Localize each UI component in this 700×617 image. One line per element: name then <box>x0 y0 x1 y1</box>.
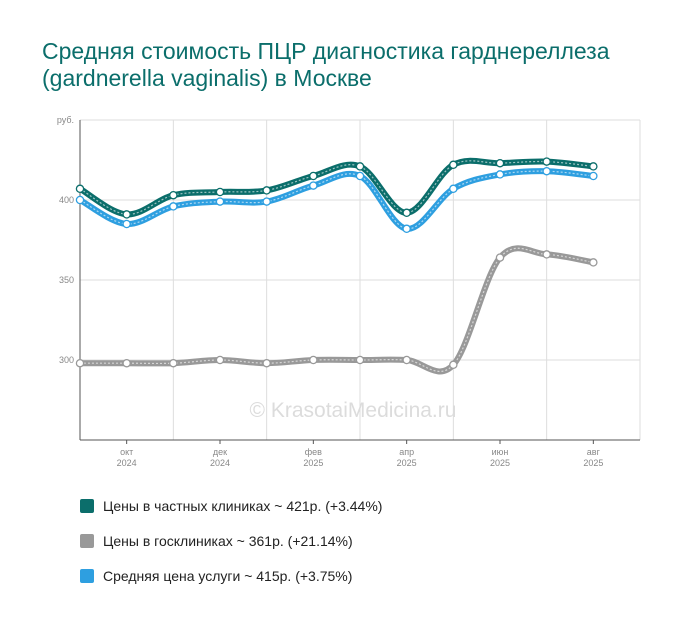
x-tick-month-1: окт <box>120 447 133 457</box>
point-1-0 <box>75 358 85 368</box>
x-tick-month-9: июн <box>492 447 509 457</box>
series-points <box>75 157 598 370</box>
y-unit-label: руб. <box>57 115 74 125</box>
series-line-highlight-1 <box>80 247 594 372</box>
x-tick-year-3: 2024 <box>210 458 230 468</box>
legend-label-public: Цены в госклиниках ~ 361р. (+21.14%) <box>103 532 353 549</box>
legend-label-average: Средняя цена услуги ~ 415р. (+3.75%) <box>103 567 353 584</box>
point-2-2 <box>169 202 178 211</box>
point-1-1 <box>122 358 131 368</box>
legend-swatch-average <box>80 568 94 583</box>
point-0-10 <box>542 157 551 166</box>
point-0-1 <box>122 210 131 219</box>
x-tick-year-7: 2025 <box>397 458 417 468</box>
point-2-8 <box>449 184 458 194</box>
y-tick-label-400: 400 <box>59 195 74 205</box>
point-0-9 <box>495 158 505 168</box>
y-tick-label-350: 350 <box>59 275 74 285</box>
series-line-1 <box>77 245 597 375</box>
legend-item-average[interactable]: Средняя цена услуги ~ 415р. (+3.75%) <box>80 558 382 593</box>
point-2-9 <box>495 170 505 179</box>
legend-item-public[interactable]: Цены в госклиниках ~ 361р. (+21.14%) <box>80 523 382 558</box>
point-0-3 <box>215 187 225 197</box>
point-0-0 <box>75 184 85 194</box>
point-1-9 <box>495 253 505 262</box>
axes: 300350400руб.окт2024дек2024фев2025апр202… <box>57 115 640 468</box>
chart-title: Средняя стоимость ПЦР диагностика гардне… <box>42 38 610 91</box>
point-0-8 <box>449 160 458 170</box>
x-tick-year-9: 2025 <box>490 458 510 468</box>
x-tick-year-1: 2024 <box>117 458 137 468</box>
x-tick-year-11: 2025 <box>583 458 603 468</box>
legend-item-private[interactable]: Цены в частных клиниках ~ 421р. (+3.44%) <box>80 488 382 523</box>
point-2-0 <box>75 195 85 205</box>
x-tick-year-5: 2025 <box>303 458 323 468</box>
point-2-4 <box>262 197 271 206</box>
legend-label-private: Цены в частных клиниках ~ 421р. (+3.44%) <box>103 497 383 514</box>
x-tick-month-11: авг <box>587 447 601 457</box>
x-tick-month-3: дек <box>213 447 227 457</box>
legend: Цены в частных клиниках ~ 421р. (+3.44%)… <box>80 488 382 593</box>
point-2-10 <box>542 166 551 176</box>
point-0-2 <box>169 190 178 200</box>
point-0-6 <box>355 162 365 171</box>
point-2-1 <box>122 219 131 229</box>
point-2-3 <box>215 197 225 206</box>
series-line-0 <box>77 157 597 218</box>
point-0-11 <box>589 162 598 171</box>
point-1-10 <box>542 250 551 259</box>
point-1-2 <box>169 358 178 368</box>
x-tick-month-7: апр <box>399 447 414 457</box>
x-tick-month-5: фев <box>305 447 322 457</box>
point-0-5 <box>309 171 318 181</box>
point-1-8 <box>449 360 458 370</box>
series-lines <box>77 157 597 375</box>
y-tick-label-300: 300 <box>59 355 74 365</box>
point-1-6 <box>355 355 365 365</box>
point-1-4 <box>262 358 271 368</box>
legend-swatch-public <box>80 533 94 548</box>
point-0-4 <box>262 186 271 195</box>
point-1-11 <box>589 258 598 267</box>
watermark: © KrasotaiMedicina.ru <box>250 399 457 422</box>
point-1-5 <box>309 355 318 365</box>
legend-swatch-private <box>80 498 94 513</box>
point-2-5 <box>309 181 318 190</box>
point-1-7 <box>402 355 411 365</box>
point-2-7 <box>402 224 411 234</box>
point-0-7 <box>402 208 411 218</box>
point-2-6 <box>355 171 365 181</box>
point-2-11 <box>589 171 598 181</box>
point-1-3 <box>215 355 225 365</box>
